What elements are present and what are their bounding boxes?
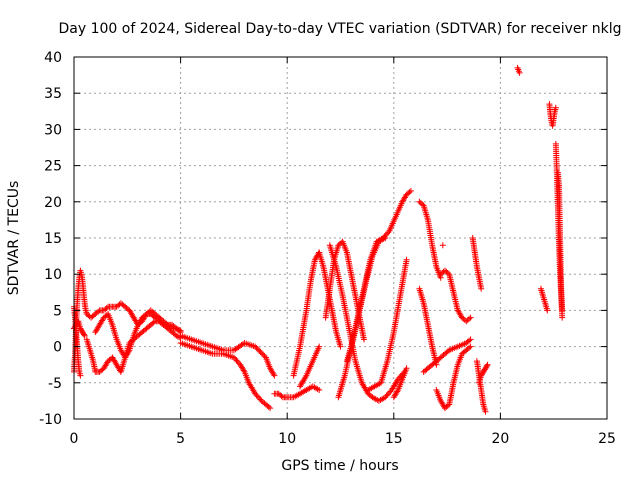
series-track-w bbox=[420, 336, 474, 375]
series-track-s bbox=[416, 198, 444, 281]
y-tick-label: 30 bbox=[44, 122, 62, 138]
point-markers bbox=[297, 343, 323, 390]
series-track-ad bbox=[552, 140, 566, 321]
x-tick-label: 5 bbox=[176, 431, 185, 447]
point-markers bbox=[514, 64, 523, 76]
point-markers bbox=[365, 256, 410, 393]
series-track-x bbox=[469, 235, 485, 292]
point-markers bbox=[555, 169, 566, 314]
series-track-af bbox=[439, 242, 446, 249]
point-markers bbox=[552, 140, 566, 321]
y-tick-label: 25 bbox=[44, 159, 62, 175]
y-tick-label: -5 bbox=[48, 376, 62, 392]
series-track-q bbox=[365, 256, 410, 393]
series-track-f bbox=[92, 311, 184, 361]
x-tick-label: 25 bbox=[598, 431, 616, 447]
y-tick-label: -10 bbox=[39, 412, 62, 428]
point-markers bbox=[437, 267, 474, 325]
x-tick-label: 10 bbox=[278, 431, 296, 447]
point-markers bbox=[476, 361, 491, 386]
series-track-g bbox=[177, 332, 278, 379]
series-track-v bbox=[437, 267, 474, 325]
point-markers bbox=[469, 235, 485, 292]
point-markers bbox=[343, 235, 389, 365]
point-markers bbox=[420, 336, 474, 375]
series-track-ab bbox=[537, 285, 551, 314]
series-track-aa bbox=[514, 64, 523, 76]
point-markers bbox=[390, 365, 410, 401]
chart-title: Day 100 of 2024, Sidereal Day-to-day VTE… bbox=[59, 21, 622, 37]
data-points bbox=[71, 64, 566, 415]
x-axis-ticks: 0 5 10 15 20 25 bbox=[70, 57, 616, 447]
series-track-ac bbox=[546, 101, 559, 129]
point-markers bbox=[290, 249, 323, 379]
x-tick-label: 15 bbox=[385, 431, 403, 447]
y-tick-label: 5 bbox=[53, 303, 62, 319]
series-track-n bbox=[326, 242, 408, 404]
point-markers bbox=[177, 332, 278, 379]
series-track-u bbox=[433, 343, 474, 412]
y-tick-label: 10 bbox=[44, 267, 62, 283]
point-markers bbox=[271, 383, 323, 401]
y-tick-label: 35 bbox=[44, 86, 62, 102]
y-tick-label: 40 bbox=[44, 50, 62, 66]
x-axis-title: GPS time / hours bbox=[281, 458, 398, 474]
y-tick-label: 0 bbox=[53, 340, 62, 356]
series-track-o bbox=[316, 249, 344, 350]
series-track-h bbox=[177, 340, 274, 412]
point-markers bbox=[439, 242, 446, 249]
y-tick-label: 20 bbox=[44, 195, 62, 211]
point-markers bbox=[416, 285, 440, 368]
series-track-j bbox=[290, 249, 323, 379]
point-markers bbox=[537, 285, 551, 314]
x-tick-label: 20 bbox=[491, 431, 509, 447]
point-markers bbox=[177, 340, 274, 412]
point-markers bbox=[416, 198, 444, 281]
series-track-k bbox=[297, 343, 323, 390]
x-tick-label: 0 bbox=[70, 431, 79, 447]
y-axis-title: SDTVAR / TECUs bbox=[6, 181, 22, 296]
y-tick-label: 15 bbox=[44, 231, 62, 247]
point-markers bbox=[92, 311, 184, 361]
y-axis-ticks: -10 -5 0 5 10 15 20 25 30 35 40 bbox=[39, 50, 607, 428]
point-markers bbox=[546, 101, 559, 129]
point-markers bbox=[316, 249, 344, 350]
series-track-r bbox=[390, 365, 410, 401]
series-track-p bbox=[343, 235, 389, 365]
series-track-z bbox=[476, 361, 491, 386]
series-track-t bbox=[416, 285, 440, 368]
point-markers bbox=[433, 343, 474, 412]
series-track-i bbox=[271, 383, 323, 401]
series-track-ae bbox=[555, 169, 566, 314]
point-markers bbox=[326, 242, 408, 404]
grid-lines bbox=[74, 57, 607, 419]
